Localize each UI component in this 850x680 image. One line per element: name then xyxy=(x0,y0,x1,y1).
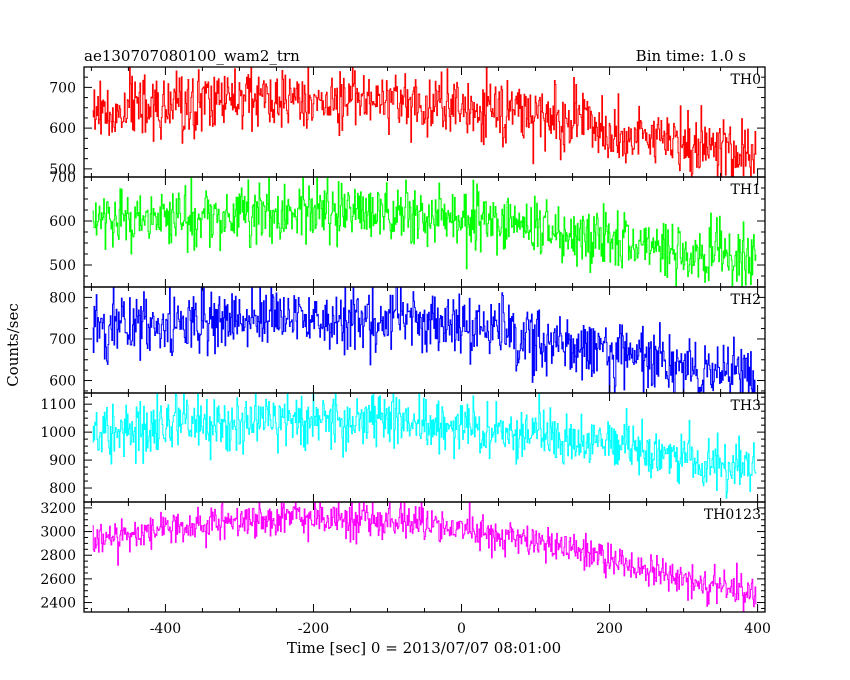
chart-title: ae130707080100_wam2_trn xyxy=(84,47,300,65)
y-tick-label: 900 xyxy=(49,453,76,469)
panel-th3: 800 900 1000 1100 TH3 xyxy=(40,392,766,503)
y-tick-label: 800 xyxy=(49,481,76,497)
panel-th0123: 2400 2600 2800 3000 3200 TH0123 xyxy=(40,501,766,613)
x-tick-label: -200 xyxy=(298,621,329,637)
y-tick-label: 700 xyxy=(49,332,76,348)
x-axis: -400 -200 0 200 400 xyxy=(150,621,771,637)
y-tick-label: 3200 xyxy=(40,501,76,517)
y-tick-label: 1000 xyxy=(40,425,76,441)
y-tick-label: 3000 xyxy=(40,525,76,541)
x-axis-label: Time [sec] 0 = 2013/07/07 08:01:00 xyxy=(287,639,561,657)
y-tick-label: 800 xyxy=(49,290,76,306)
series-th0-line xyxy=(92,67,757,177)
panel-label-th0: TH0 xyxy=(731,72,761,88)
panel-label-th3: TH3 xyxy=(731,398,761,414)
y-tick-label: 600 xyxy=(49,374,76,390)
y-tick-label: 700 xyxy=(49,170,76,186)
panel-frame xyxy=(83,501,766,613)
x-tick-label: 0 xyxy=(457,621,466,637)
y-tick-label: 2800 xyxy=(40,548,76,564)
panels-group: 500 600 700 TH0 500 600 700 TH1 600 700 800 TH2 800 9… xyxy=(40,66,766,613)
panel-th0: 500 600 700 TH0 xyxy=(49,66,766,178)
panel-label-th1: TH1 xyxy=(731,182,761,198)
x-tick-label: 200 xyxy=(596,621,623,637)
y-tick-label: 700 xyxy=(49,80,76,96)
series-th1-line xyxy=(92,177,757,287)
bin-time-label: Bin time: 1.0 s xyxy=(636,47,746,65)
y-tick-label: 600 xyxy=(49,121,76,137)
panel-label-th0123: TH0123 xyxy=(704,507,761,523)
y-tick-label: 2600 xyxy=(40,572,76,588)
y-tick-label: 500 xyxy=(49,258,76,274)
panel-th1: 500 600 700 TH1 xyxy=(49,170,766,288)
panel-label-th2: TH2 xyxy=(731,292,761,308)
y-axis-label: Counts/sec xyxy=(4,303,22,387)
series-th0123-line xyxy=(92,502,757,612)
y-tick-label: 500 xyxy=(49,162,76,178)
y-tick-label: 600 xyxy=(49,214,76,230)
x-tick-label: -400 xyxy=(150,621,181,637)
y-tick-label: 2400 xyxy=(40,596,76,612)
series-th3-line xyxy=(92,393,757,499)
panel-th2: 600 700 800 TH2 xyxy=(49,286,766,394)
y-tick-label: 1100 xyxy=(40,397,76,413)
x-tick-label: 400 xyxy=(744,621,771,637)
series-th2-line xyxy=(92,287,756,393)
